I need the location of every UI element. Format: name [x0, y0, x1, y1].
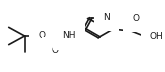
- Text: O: O: [38, 32, 45, 40]
- Text: O: O: [51, 46, 58, 55]
- Text: OH: OH: [150, 32, 163, 41]
- Text: O: O: [132, 14, 139, 23]
- Text: NH: NH: [62, 32, 76, 40]
- Text: N: N: [103, 13, 110, 22]
